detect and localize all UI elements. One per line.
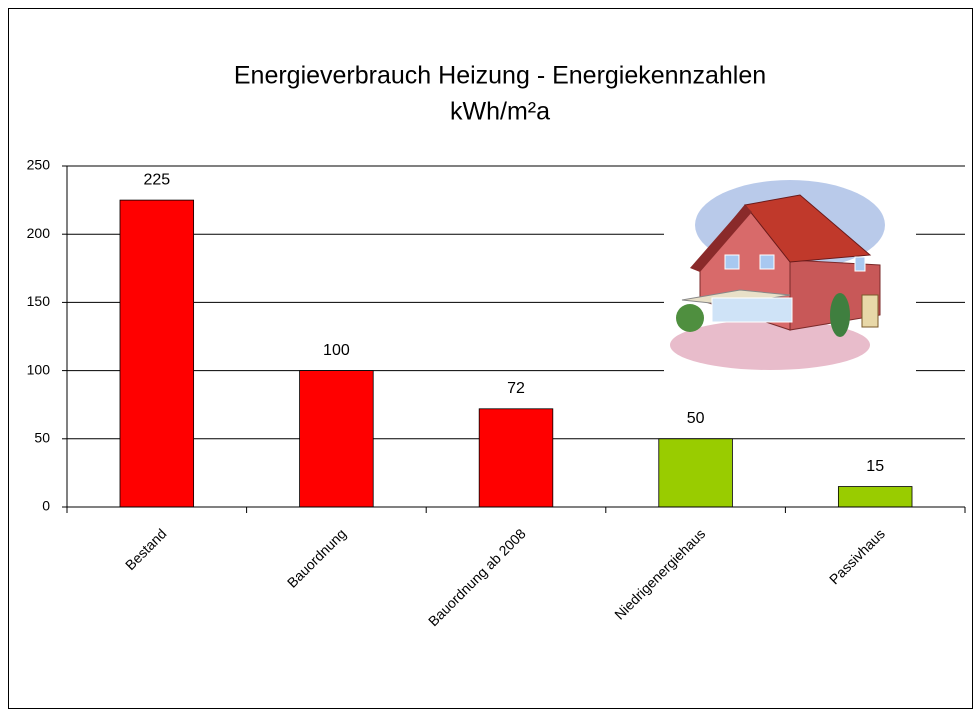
bar [838, 487, 912, 507]
value-label: 50 [687, 410, 705, 427]
chart-subtitle: kWh/m²a [450, 98, 550, 126]
house-illustration [664, 172, 916, 382]
chart: Energieverbrauch Heizung - Energiekennza… [0, 0, 979, 711]
y-tick-label: 200 [27, 225, 51, 241]
y-tick-label: 250 [27, 157, 51, 173]
page: {"chart_data": { "type": "bar", "title":… [0, 0, 979, 711]
y-tick-label: 50 [34, 430, 50, 446]
value-label: 72 [507, 380, 525, 397]
bar [300, 371, 374, 507]
bar [659, 439, 733, 507]
y-tick-label: 100 [27, 361, 51, 377]
chart-title: Energieverbrauch Heizung - Energiekennza… [234, 62, 766, 90]
bar [479, 409, 553, 507]
y-tick-label: 0 [42, 498, 50, 514]
value-label: 15 [866, 458, 884, 475]
value-label: 225 [143, 171, 170, 188]
y-tick-label: 150 [27, 293, 51, 309]
bar [120, 200, 194, 507]
value-label: 100 [323, 342, 350, 359]
